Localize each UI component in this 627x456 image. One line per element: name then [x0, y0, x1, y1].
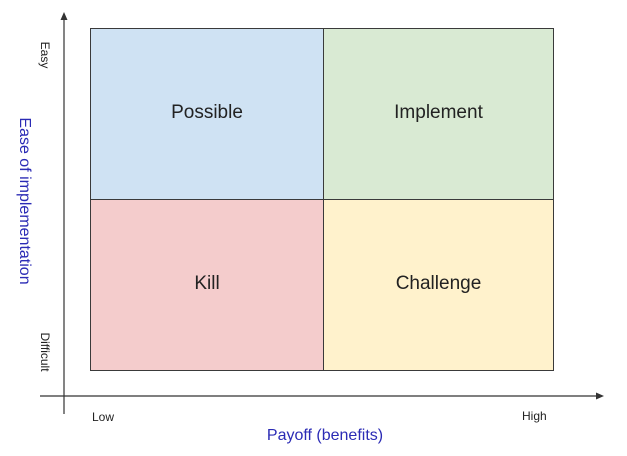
- y-axis-arrowhead: [60, 12, 68, 20]
- quadrant-kill: Kill: [90, 199, 324, 371]
- x-axis-arrowhead: [596, 392, 604, 400]
- y-axis-difficult-label: Difficult: [38, 332, 52, 372]
- y-axis-title: Ease of implementation: [16, 117, 33, 285]
- quadrant-possible: Possible: [90, 28, 324, 200]
- x-axis-high-label: High: [522, 409, 547, 423]
- quadrant-implement-label: Implement: [394, 102, 483, 123]
- y-axis-easy-label: Easy: [38, 41, 52, 69]
- quadrant-possible-label: Possible: [171, 102, 243, 123]
- quadrant-kill-label: Kill: [194, 273, 220, 294]
- x-axis-low-label: Low: [92, 410, 115, 424]
- quadrant-challenge: Challenge: [323, 199, 554, 371]
- x-axis-title: Payoff (benefits): [266, 427, 384, 444]
- quadrant-implement: Implement: [323, 28, 554, 200]
- quadrant-challenge-label: Challenge: [395, 273, 482, 294]
